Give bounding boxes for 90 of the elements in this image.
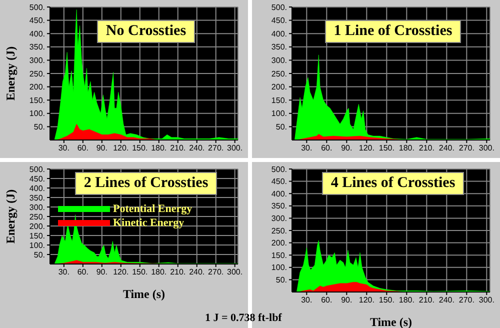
x-tick-label: 60. <box>77 268 88 277</box>
x-tick-label: 90. <box>96 144 108 153</box>
x-tick-label: 270. <box>208 268 224 277</box>
y-tick-label: 100. <box>29 109 45 118</box>
x-tick-label: 30. <box>58 268 70 277</box>
y-tick-label: 200. <box>271 238 287 248</box>
x-tick-label: 180. <box>398 296 414 305</box>
y-tick-label: 200. <box>29 222 45 231</box>
chart-title: 2 Lines of Crossties <box>74 172 218 195</box>
x-tick-label: 30. <box>301 144 312 153</box>
x-tick-label: 300. <box>227 144 243 153</box>
x-tick-label: 30. <box>58 144 70 153</box>
x-tick-label: 120. <box>113 268 129 277</box>
y-tick-label: 450. <box>271 16 287 26</box>
y-tick-label: 450. <box>271 177 287 186</box>
y-tick-label: 450. <box>29 174 45 184</box>
x-tick-label: 300. <box>227 268 243 277</box>
y-tick-label: 400. <box>29 184 45 193</box>
x-tick-label: 120. <box>113 144 129 153</box>
legend-label: Potential Energy <box>113 203 192 215</box>
y-tick-label: 300. <box>271 214 287 224</box>
x-tick-label: 270. <box>458 144 474 153</box>
y-tick-label: 200. <box>271 82 287 92</box>
x-tick-label: 180. <box>151 268 167 277</box>
x-tick-label: 120. <box>358 296 374 305</box>
x-tick-label: 240. <box>189 144 205 153</box>
y-tick-label: 400. <box>271 189 287 198</box>
x-tick-label: 150. <box>132 268 148 277</box>
y-tick-label: 350. <box>271 202 287 211</box>
y-tick-label: 150. <box>29 96 45 105</box>
text: 1 J = 0.738 ft-lbf <box>205 312 282 324</box>
x-tick-label: 60. <box>321 296 332 305</box>
y-tick-label: 100. <box>271 263 287 272</box>
x-tick-label: 210. <box>418 296 434 305</box>
text: 1 Line of Crossties <box>324 20 462 43</box>
x-tick-label: 180. <box>151 144 167 153</box>
y-axis-title: Energy (J) <box>3 189 18 244</box>
y-tick-label: 150. <box>271 96 287 105</box>
x-tick-label: 300. <box>478 144 494 153</box>
x-tick-label: 30. <box>301 296 312 305</box>
y-tick-label: 200. <box>29 82 45 92</box>
x-axis-title: Time (s) <box>122 287 166 301</box>
y-tick-label: 300. <box>29 56 45 66</box>
y-axis-title: Energy (J) <box>3 46 18 101</box>
x-tick-label: 240. <box>438 144 454 153</box>
x-tick-label: 120. <box>358 144 374 153</box>
x-tick-label: 150. <box>378 296 394 305</box>
y-tick-label: 50. <box>276 276 287 285</box>
y-tick-label: 250. <box>29 69 45 78</box>
y-tick-label: 500. <box>29 2 45 12</box>
x-tick-label: 300. <box>478 296 494 305</box>
chart-title: 4 Lines of Crossties <box>322 172 464 195</box>
y-tick-label: 300. <box>271 56 287 66</box>
x-tick-label: 60. <box>77 144 88 153</box>
y-tick-label: 150. <box>29 231 45 240</box>
y-tick-label: 350. <box>271 42 287 52</box>
x-tick-label: 240. <box>189 268 205 277</box>
x-tick-label: 180. <box>398 144 414 153</box>
y-tick-label: 400. <box>271 29 287 38</box>
legend-label: Kinetic Energy <box>113 217 184 229</box>
y-tick-label: 500. <box>271 2 287 12</box>
x-tick-label: 90. <box>341 144 352 153</box>
x-tick-label: 90. <box>341 296 352 305</box>
y-tick-label: 50. <box>276 122 287 132</box>
text: No Crossties <box>96 20 196 43</box>
y-tick-label: 50. <box>34 250 45 260</box>
y-tick-label: 350. <box>29 193 45 202</box>
y-tick-label: 50. <box>34 122 45 132</box>
x-tick-label: 150. <box>132 144 148 153</box>
y-tick-label: 400. <box>29 29 45 38</box>
x-tick-label: 60. <box>321 144 332 153</box>
x-tick-label: 210. <box>170 144 186 153</box>
y-tick-label: 250. <box>271 69 287 78</box>
y-tick-label: 500. <box>271 164 287 174</box>
x-tick-label: 270. <box>458 296 474 305</box>
x-tick-label: 150. <box>378 144 394 153</box>
x-tick-label: 90. <box>96 268 108 277</box>
x-tick-label: 210. <box>418 144 434 153</box>
y-tick-label: 300. <box>29 202 45 212</box>
y-tick-label: 100. <box>271 109 287 118</box>
x-tick-label: 240. <box>438 296 454 305</box>
y-tick-label: 250. <box>29 212 45 222</box>
y-tick-label: 450. <box>29 16 45 26</box>
x-tick-label: 270. <box>208 144 224 153</box>
y-tick-label: 100. <box>29 240 45 250</box>
y-tick-label: 500. <box>29 164 45 174</box>
y-tick-label: 250. <box>271 226 287 236</box>
x-tick-label: 210. <box>170 268 186 277</box>
y-tick-label: 350. <box>29 42 45 52</box>
y-tick-label: 150. <box>271 250 287 260</box>
